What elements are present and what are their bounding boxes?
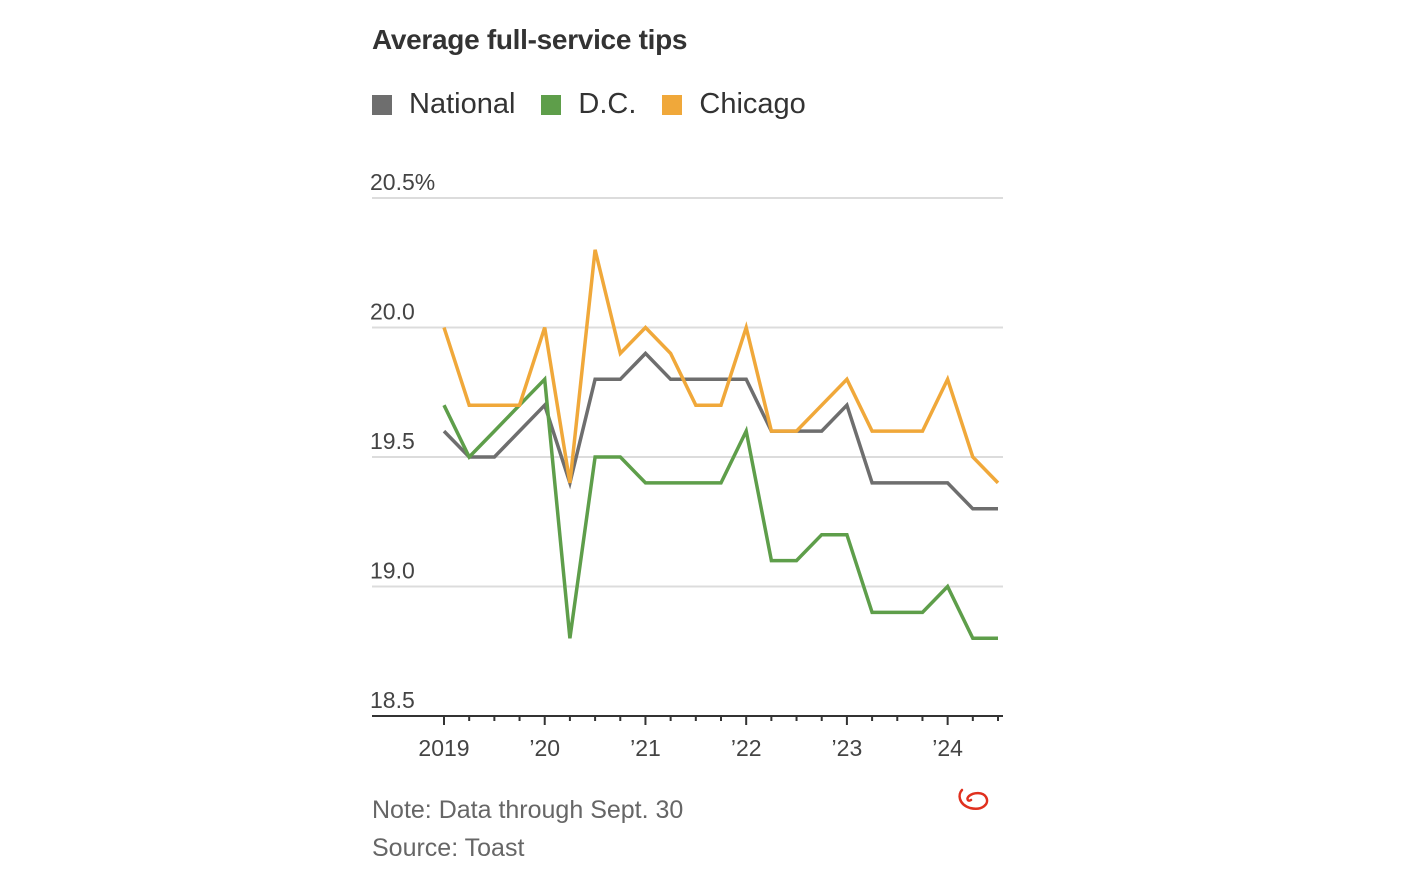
series-line-dc: [442, 375, 998, 641]
y-tick-label: 20.0: [370, 299, 415, 325]
legend-label-national: National: [409, 88, 516, 120]
y-tick-label: 18.5: [370, 687, 415, 713]
legend-swatch-chicago: [662, 94, 683, 115]
series-line-chicago: [442, 249, 1000, 485]
x-tick-label: ’23: [832, 735, 863, 761]
legend-label-dc: D.C.: [578, 88, 637, 120]
series-line-national: [442, 350, 998, 511]
legend-item-national: National: [372, 88, 515, 121]
x-axis: 2019 ’20 ’21 ’22 ’23 ’24: [372, 715, 1003, 761]
chart-note: Note: Data through Sept. 30: [372, 796, 684, 824]
red-scribble-mark: [958, 788, 989, 810]
legend-label-chicago: Chicago: [699, 88, 806, 120]
y-axis-labels: 18.5 19.0 19.5 20.0 20.5%: [370, 169, 435, 713]
legend-swatch-dc: [541, 94, 562, 115]
x-tick-label: ’21: [630, 735, 661, 761]
series-lines: [442, 249, 1000, 641]
x-tick-label: ’20: [529, 735, 560, 761]
legend-swatch-national: [372, 94, 392, 115]
x-tick-label: 2019: [418, 735, 469, 761]
y-tick-label: 19.5: [370, 428, 415, 454]
chart-source: Source: Toast: [372, 834, 525, 862]
y-tick-label: 19.0: [370, 558, 415, 584]
x-tick-label: ’22: [731, 735, 762, 761]
x-tick-label: ’24: [932, 735, 963, 761]
legend-item-chicago: Chicago: [662, 88, 806, 121]
y-tick-label: 20.5%: [370, 169, 435, 195]
chart-legend: National D.C. Chicago: [372, 88, 832, 121]
chart-title: Average full-service tips: [372, 24, 688, 55]
legend-item-dc: D.C.: [541, 88, 636, 121]
